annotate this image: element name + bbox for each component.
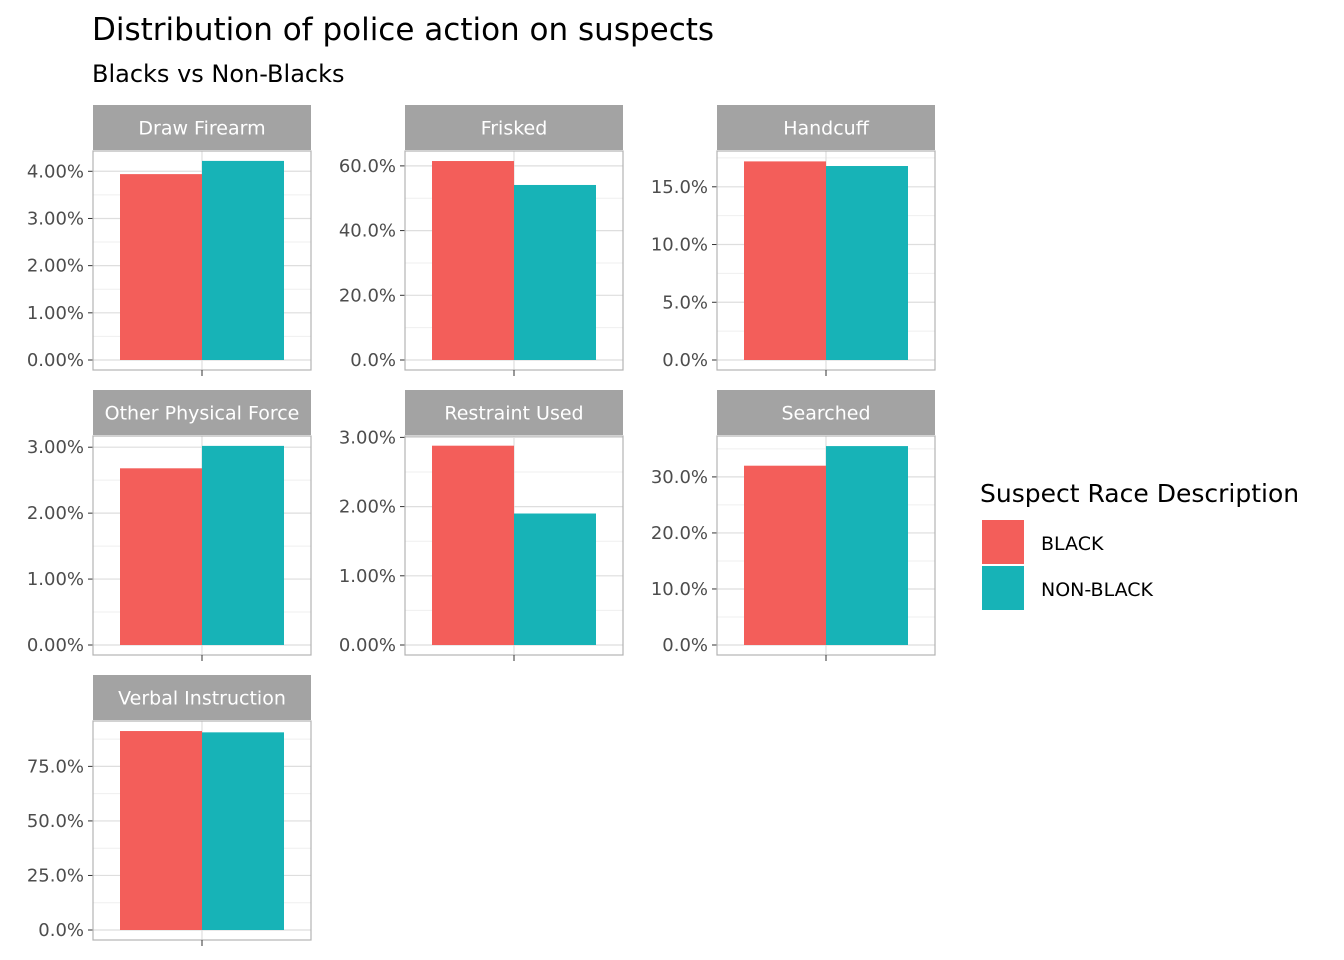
y-tick-label: 50.0% bbox=[27, 811, 84, 832]
y-tick-label: 2.00% bbox=[27, 256, 84, 277]
y-tick-label: 1.00% bbox=[339, 566, 396, 587]
facet-strip-searched bbox=[717, 390, 935, 435]
bar-black-handcuff bbox=[744, 161, 826, 360]
facet-strip-label-other-physical-force: Other Physical Force bbox=[105, 403, 300, 425]
bar-non-black-other-physical-force bbox=[202, 445, 284, 645]
chart-title: Distribution of police action on suspect… bbox=[92, 12, 714, 48]
bar-non-black-restraint-used bbox=[514, 513, 596, 645]
y-tick-label: 20.0% bbox=[651, 523, 708, 544]
bar-black-draw-firearm bbox=[120, 174, 202, 360]
y-tick-label: 2.00% bbox=[339, 497, 396, 518]
bar-non-black-draw-firearm bbox=[202, 160, 284, 360]
facet-other-physical-force: Other Physical Force 0.00% 1.00% 2.00% 3.00% bbox=[27, 390, 312, 661]
y-tick-label: 60.0% bbox=[339, 156, 396, 177]
facet-restraint-used: Restraint Used 0.00% 1.00% 2.00% 3.00% bbox=[339, 390, 624, 661]
y-tick-label: 0.0% bbox=[350, 350, 396, 371]
facet-strip-label-verbal-instruction: Verbal Instruction bbox=[118, 688, 286, 710]
bar-black-frisked bbox=[432, 161, 514, 360]
legend-key-non-black bbox=[982, 566, 1024, 610]
y-tick-label: 0.0% bbox=[662, 635, 708, 656]
y-tick-label: 30.0% bbox=[651, 467, 708, 488]
facet-frisked: Frisked 0.0% 20.0% 40.0% 60.0% bbox=[339, 105, 624, 376]
y-tick-label: 0.00% bbox=[27, 350, 84, 371]
bar-non-black-handcuff bbox=[826, 166, 908, 360]
facet-strip-draw-firearm bbox=[93, 105, 311, 150]
y-tick-label: 0.00% bbox=[27, 635, 84, 656]
facet-strip-label-draw-firearm: Draw Firearm bbox=[138, 118, 265, 140]
legend: Suspect Race Description BLACK NON-BLACK bbox=[980, 479, 1299, 610]
bar-black-verbal-instruction bbox=[120, 731, 202, 930]
y-tick-label: 75.0% bbox=[27, 756, 84, 777]
y-tick-label: 0.00% bbox=[339, 635, 396, 656]
facet-strip-label-handcuff: Handcuff bbox=[783, 118, 870, 140]
facet-verbal-instruction: Verbal Instruction 0.0% 25.0% 50.0% 75.0% bbox=[27, 675, 312, 946]
facet-searched: Searched 0.0% 10.0% 20.0% 30.0% bbox=[651, 390, 936, 661]
facet-strip-label-frisked: Frisked bbox=[481, 118, 548, 140]
y-tick-label: 1.00% bbox=[27, 569, 84, 590]
y-tick-label: 0.0% bbox=[38, 920, 84, 941]
legend-key-black bbox=[982, 520, 1024, 564]
bar-black-searched bbox=[744, 465, 826, 645]
y-tick-label: 10.0% bbox=[651, 579, 708, 600]
legend-label-black: BLACK bbox=[1041, 533, 1104, 555]
bar-non-black-verbal-instruction bbox=[202, 732, 284, 930]
facet-draw-firearm: Draw Firearm 0.00% 1.00% 2.00% 3.00% 4.00% bbox=[27, 105, 312, 376]
facet-panels: Draw Firearm 0.00% 1.00% 2.00% 3.00% 4.00% Fri… bbox=[27, 105, 936, 946]
y-tick-label: 3.00% bbox=[27, 208, 84, 229]
chart-subtitle: Blacks vs Non-Blacks bbox=[92, 60, 345, 88]
bar-black-other-physical-force bbox=[120, 468, 202, 645]
legend-label-non-black: NON-BLACK bbox=[1041, 579, 1154, 601]
y-tick-label: 40.0% bbox=[339, 221, 396, 242]
y-tick-label: 10.0% bbox=[651, 235, 708, 256]
facet-strip-frisked bbox=[405, 105, 623, 150]
legend-title: Suspect Race Description bbox=[980, 479, 1299, 508]
y-tick-label: 20.0% bbox=[339, 285, 396, 306]
bar-non-black-searched bbox=[826, 446, 908, 645]
y-tick-label: 4.00% bbox=[27, 161, 84, 182]
facet-strip-other-physical-force bbox=[93, 390, 311, 435]
facet-strip-handcuff bbox=[717, 105, 935, 150]
facet-strip-label-searched: Searched bbox=[781, 403, 870, 425]
y-tick-label: 0.0% bbox=[662, 350, 708, 371]
y-tick-label: 5.0% bbox=[662, 292, 708, 313]
y-tick-label: 3.00% bbox=[339, 427, 396, 448]
facet-strip-label-restraint-used: Restraint Used bbox=[444, 403, 583, 425]
y-tick-label: 3.00% bbox=[27, 437, 84, 458]
bar-black-restraint-used bbox=[432, 445, 514, 645]
y-tick-label: 2.00% bbox=[27, 503, 84, 524]
bar-non-black-frisked bbox=[514, 184, 596, 360]
y-tick-label: 15.0% bbox=[651, 177, 708, 198]
facet-strip-restraint-used bbox=[405, 390, 623, 435]
facet-strip-verbal-instruction bbox=[93, 675, 311, 720]
facet-handcuff: Handcuff 0.0% 5.0% 10.0% 15.0% bbox=[651, 105, 936, 376]
y-tick-label: 25.0% bbox=[27, 865, 84, 886]
y-tick-label: 1.00% bbox=[27, 303, 84, 324]
